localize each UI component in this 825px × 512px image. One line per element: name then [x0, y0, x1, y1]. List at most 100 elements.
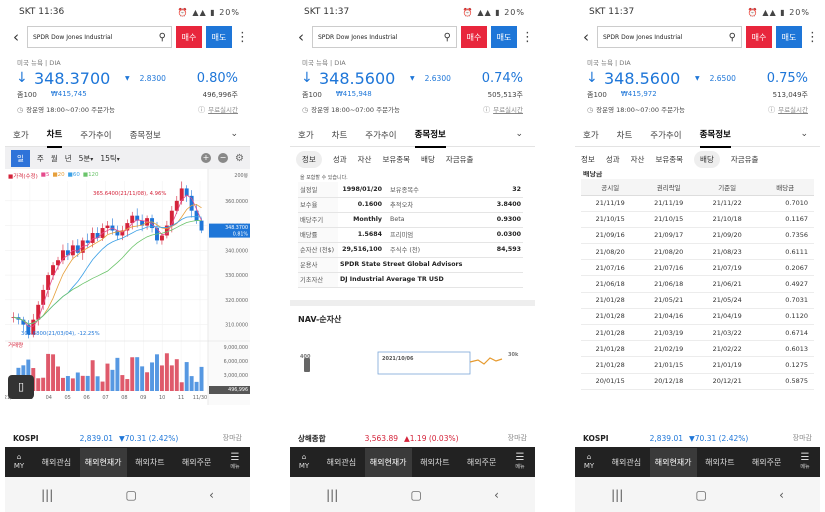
- period-15tick[interactable]: 15틱▾: [100, 153, 120, 163]
- home-button-icon[interactable]: ▢: [695, 487, 707, 502]
- back-button-icon[interactable]: ‹: [779, 487, 784, 502]
- period-5min[interactable]: 5분▾: [78, 153, 94, 163]
- tab-chart[interactable]: 차트: [46, 122, 63, 148]
- nav-current-price[interactable]: 해외현재가: [364, 447, 412, 477]
- nav-chart[interactable]: 400 30k 2021/10/06: [298, 328, 527, 378]
- recent-apps-icon[interactable]: |||: [41, 487, 54, 502]
- chevron-down-icon[interactable]: ⌄: [515, 129, 523, 139]
- index-bar[interactable]: KOSPI 2,839.01 ▼70.31 (2.42%) 장마감: [5, 430, 250, 446]
- nav-chart[interactable]: 해외차트: [705, 457, 735, 467]
- table-row[interactable]: 21/06/18 21/06/18 21/06/21 0.4927: [581, 275, 814, 293]
- gear-icon[interactable]: ⚙: [235, 152, 244, 164]
- subtab-fund-flow[interactable]: 자금유출: [730, 154, 759, 164]
- table-row[interactable]: 21/01/28 21/05/21 21/05/24 0.7031: [581, 292, 814, 309]
- nav-order[interactable]: 해외주문: [466, 457, 497, 467]
- nav-chart[interactable]: 해외차트: [420, 457, 450, 467]
- search-icon[interactable]: ⚲: [728, 31, 736, 43]
- period-year[interactable]: 년: [64, 153, 72, 163]
- stock-chart[interactable]: 200봉360.0000350.0000340.0000330.0000320.…: [5, 169, 250, 405]
- realtime-link[interactable]: ⓘ 무료실시간: [198, 106, 238, 114]
- tab-orderbook[interactable]: 호가: [298, 130, 314, 141]
- nav-order[interactable]: 해외주문: [181, 457, 212, 467]
- search-input[interactable]: SPDR Dow Jones Industrial ⚲: [597, 26, 742, 48]
- subtab-assets[interactable]: 자산: [357, 154, 372, 164]
- search-input[interactable]: SPDR Dow Jones Industrial ⚲: [312, 26, 457, 48]
- tab-price-trend[interactable]: 주가추이: [365, 130, 397, 141]
- table-row[interactable]: 21/01/28 21/02/19 21/02/22 0.6013: [581, 340, 814, 358]
- nav-watchlist[interactable]: 해외관심: [41, 457, 72, 467]
- search-input[interactable]: SPDR Dow Jones Industrial ⚲: [27, 26, 172, 48]
- subtab-fund-flow[interactable]: 자금유출: [445, 154, 474, 164]
- tab-orderbook[interactable]: 호가: [13, 130, 29, 141]
- subtab-dividend[interactable]: 배당: [421, 154, 435, 164]
- subtab-info[interactable]: 정보: [581, 154, 595, 164]
- table-row[interactable]: 21/01/28 21/04/16 21/04/19 0.1120: [581, 308, 814, 326]
- back-button-icon[interactable]: ‹: [494, 487, 499, 502]
- buy-button[interactable]: 매수: [176, 26, 202, 48]
- zoom-out-icon[interactable]: −: [218, 153, 229, 163]
- buy-button[interactable]: 매수: [461, 26, 487, 48]
- index-bar[interactable]: 상해종합 3,563.89 ▲1.19 (0.03%) 장마감: [290, 430, 535, 446]
- subtab-performance[interactable]: 성과: [605, 154, 620, 164]
- zoom-in-icon[interactable]: +: [201, 153, 212, 163]
- tab-stock-info[interactable]: 종목정보: [414, 122, 446, 148]
- chevron-down-icon[interactable]: ⌄: [230, 129, 238, 139]
- nav-watchlist[interactable]: 해외관심: [611, 457, 642, 467]
- nav-chart[interactable]: 해외차트: [135, 457, 165, 467]
- subtab-performance[interactable]: 성과: [332, 154, 347, 164]
- tab-chart[interactable]: 차트: [331, 130, 348, 141]
- back-arrow-icon[interactable]: ‹: [298, 27, 304, 46]
- back-button-icon[interactable]: ‹: [209, 487, 214, 502]
- recent-apps-icon[interactable]: |||: [326, 487, 339, 502]
- tab-price-trend[interactable]: 주가추이: [650, 130, 682, 141]
- buy-button[interactable]: 매수: [746, 26, 772, 48]
- more-menu-icon[interactable]: ⋮: [521, 29, 534, 45]
- menu-icon[interactable]: ☰ 메뉴: [800, 451, 810, 470]
- table-row[interactable]: 21/09/16 21/09/17 21/09/20 0.7356: [581, 227, 814, 245]
- table-row[interactable]: 21/08/20 21/08/20 21/08/23 0.6111: [581, 243, 814, 261]
- home-icon[interactable]: ⌂ MY: [583, 453, 595, 470]
- nav-current-price[interactable]: 해외현재가: [649, 447, 697, 477]
- search-icon[interactable]: ⚲: [158, 31, 166, 43]
- more-menu-icon[interactable]: ⋮: [236, 29, 249, 45]
- menu-icon[interactable]: ☰ 메뉴: [515, 451, 525, 470]
- sell-button[interactable]: 매도: [491, 26, 517, 48]
- nav-watchlist[interactable]: 해외관심: [326, 457, 357, 467]
- search-icon[interactable]: ⚲: [443, 31, 451, 43]
- sell-button[interactable]: 매도: [206, 26, 232, 48]
- period-day[interactable]: 일: [11, 149, 30, 167]
- table-row[interactable]: 21/07/16 21/07/16 21/07/19 0.2067: [581, 259, 814, 277]
- more-menu-icon[interactable]: ⋮: [806, 29, 819, 45]
- index-bar[interactable]: KOSPI 2,839.01 ▼70.31 (2.42%) 장마감: [575, 430, 820, 446]
- period-week[interactable]: 주: [36, 153, 44, 163]
- table-row[interactable]: 20/01/15 20/12/18 20/12/21 0.5875: [581, 373, 814, 390]
- recent-apps-icon[interactable]: |||: [611, 487, 624, 502]
- menu-icon[interactable]: ☰ 메뉴: [230, 451, 240, 470]
- sell-button[interactable]: 매도: [776, 26, 802, 48]
- realtime-link[interactable]: ⓘ 무료실시간: [483, 106, 523, 114]
- phone-toggle-button[interactable]: ▯: [8, 375, 34, 399]
- tab-stock-info[interactable]: 종목정보: [129, 130, 161, 141]
- table-row[interactable]: 21/11/19 21/11/19 21/11/22 0.7010: [581, 195, 814, 212]
- subtab-assets[interactable]: 자산: [630, 154, 645, 164]
- table-row[interactable]: 21/01/28 21/01/15 21/01/19 0.1275: [581, 356, 814, 374]
- home-button-icon[interactable]: ▢: [410, 487, 422, 502]
- realtime-link[interactable]: ⓘ 무료실시간: [768, 106, 808, 114]
- back-arrow-icon[interactable]: ‹: [13, 27, 19, 46]
- tab-orderbook[interactable]: 호가: [583, 130, 599, 141]
- home-button-icon[interactable]: ▢: [125, 487, 137, 502]
- home-icon[interactable]: ⌂ MY: [13, 453, 25, 470]
- tab-chart[interactable]: 차트: [616, 130, 633, 141]
- tab-price-trend[interactable]: 주가추이: [80, 130, 112, 141]
- home-icon[interactable]: ⌂ MY: [298, 453, 310, 470]
- subtab-holdings[interactable]: 보유종목: [382, 154, 411, 164]
- period-month[interactable]: 월: [50, 153, 58, 163]
- chevron-down-icon[interactable]: ⌄: [800, 129, 808, 139]
- back-arrow-icon[interactable]: ‹: [583, 27, 589, 46]
- nav-order[interactable]: 해외주문: [751, 457, 782, 467]
- table-row[interactable]: 21/01/28 21/03/19 21/03/22 0.6714: [581, 324, 814, 342]
- table-row[interactable]: 21/10/15 21/10/15 21/10/18 0.1167: [581, 211, 814, 228]
- tab-stock-info[interactable]: 종목정보: [699, 122, 731, 148]
- subtab-holdings[interactable]: 보유종목: [655, 154, 684, 164]
- subtab-info[interactable]: 정보: [296, 150, 322, 168]
